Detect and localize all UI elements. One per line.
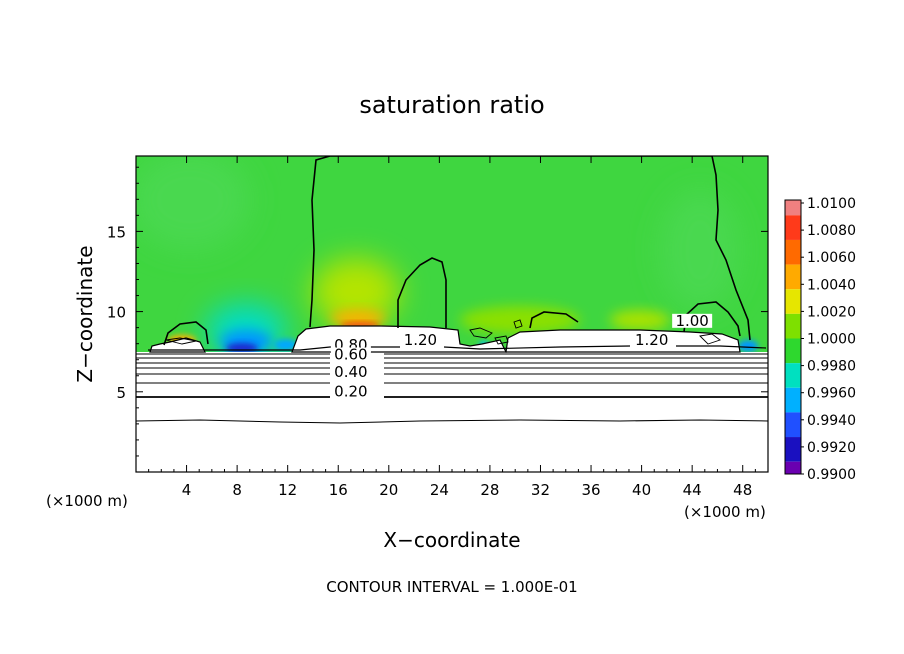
contour-label-2: 1.00 xyxy=(675,312,708,330)
colorbar-swatch-11 xyxy=(785,461,801,474)
colorbar-swatch-7 xyxy=(785,363,801,388)
x-axis: 4 8 12 16 20 24 28 32 36 40 44 48 xyxy=(148,156,756,499)
contour-1-20-c xyxy=(676,345,767,349)
chart-title: saturation ratio xyxy=(359,91,544,119)
field-shade-13 xyxy=(660,190,740,310)
colorbar-label-4: 1.0020 xyxy=(807,304,856,320)
lower-white-region xyxy=(136,352,768,472)
contour-label-bg-6 xyxy=(330,384,371,399)
x-tick-label-36: 36 xyxy=(581,481,600,499)
colorbar-label-10: 0.9900 xyxy=(807,467,856,483)
colorbar-label-5: 1.0000 xyxy=(807,332,856,348)
field-layer xyxy=(136,156,768,472)
contour-1-00-left xyxy=(163,321,209,346)
colorbar-label-8: 0.9940 xyxy=(807,413,856,429)
contour-label-1: 1.20 xyxy=(635,331,668,349)
contour-label-6: 0.20 xyxy=(334,382,367,400)
x-tick-label-48: 48 xyxy=(733,481,752,499)
y-tick-label-5: 5 xyxy=(116,384,126,402)
cloud-internal-contours xyxy=(165,319,721,345)
colorbar-swatch-4 xyxy=(785,289,801,314)
x-tick-label-44: 44 xyxy=(683,481,702,499)
field-shade-6 xyxy=(330,310,386,326)
colorbar-label-3: 1.0040 xyxy=(807,277,856,293)
contour-label-bg-1 xyxy=(631,333,672,348)
contour-level-g xyxy=(136,419,768,424)
contour-1-00-dome xyxy=(397,257,447,328)
contour-label-5: 0.40 xyxy=(334,363,367,381)
x-tick-label-40: 40 xyxy=(632,481,651,499)
y-tick-label-15: 15 xyxy=(107,223,126,241)
colorbar-label-0: 1.0100 xyxy=(807,196,856,212)
x-axis-label: X−coordinate xyxy=(383,528,520,552)
colorbar-swatch-3 xyxy=(785,264,801,290)
colorbar-frame xyxy=(784,199,802,475)
contour-1-20-b xyxy=(443,345,631,350)
colorbar-swatch-1 xyxy=(785,215,801,240)
colorbar-swatch-6 xyxy=(785,338,801,364)
y-axis-label: Z−coordinate xyxy=(73,245,97,382)
field-shade-5 xyxy=(312,258,400,326)
colorbar-swatch-8 xyxy=(785,387,801,413)
colorbar-swatch-2 xyxy=(785,239,801,265)
y-tick-label-10: 10 xyxy=(107,304,126,322)
colorbar-label-2: 1.0060 xyxy=(807,250,856,266)
x-tick-label-8: 8 xyxy=(232,481,242,499)
colorbar-label-6: 0.9980 xyxy=(807,359,856,375)
x-axis-unit-right: (×1000 m) xyxy=(684,503,766,521)
field-shade-12 xyxy=(738,340,758,352)
contour-labels: 1.20 1.201.000.800.600.400.20 xyxy=(330,312,713,400)
x-tick-label-16: 16 xyxy=(329,481,348,499)
field-shade-3 xyxy=(226,343,258,353)
colorbar: 1.0100 1.0080 1.0060 1.0040 1.0020 1.0000 0.99… xyxy=(784,196,856,483)
colorbar-label-7: 0.9960 xyxy=(807,386,856,402)
contour-1-00-small xyxy=(529,311,579,329)
x-tick-label-28: 28 xyxy=(480,481,499,499)
field-shade-0 xyxy=(136,156,250,250)
colorbar-label-9: 0.9920 xyxy=(807,440,856,456)
contour-label-bg-4 xyxy=(330,347,371,362)
contour-label-bg-0 xyxy=(400,333,441,348)
contour-label-bg-2 xyxy=(672,313,713,328)
plot-area: 1.20 1.201.000.800.600.400.20 xyxy=(135,155,769,473)
x-tick-label-4: 4 xyxy=(182,481,192,499)
colorbar-swatch-0 xyxy=(785,200,801,216)
x-axis-unit-left: (×1000 m) xyxy=(46,492,128,510)
contour-1-00-upper xyxy=(309,156,751,341)
colorbar-swatch-5 xyxy=(785,313,801,339)
field-shade-11 xyxy=(610,310,670,330)
colorbar-label-1: 1.0080 xyxy=(807,223,856,239)
field-shade-4 xyxy=(274,339,298,351)
y-axis: 5 10 15 xyxy=(107,166,768,457)
contour-label-bg-5 xyxy=(330,365,371,380)
x-tick-label-20: 20 xyxy=(379,481,398,499)
x-tick-label-12: 12 xyxy=(278,481,297,499)
colorbar-swatch-9 xyxy=(785,412,801,438)
contour-label-4: 0.60 xyxy=(334,346,367,364)
contour-interval-note: CONTOUR INTERVAL = 1.000E-01 xyxy=(326,578,577,596)
x-tick-label-32: 32 xyxy=(531,481,550,499)
x-tick-label-24: 24 xyxy=(430,481,449,499)
contour-label-0: 1.20 xyxy=(404,331,437,349)
colorbar-swatch-10 xyxy=(785,437,801,462)
